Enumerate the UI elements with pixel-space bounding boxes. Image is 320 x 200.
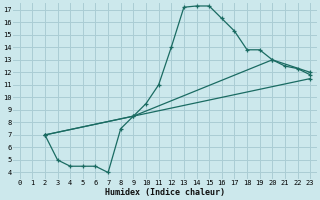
X-axis label: Humidex (Indice chaleur): Humidex (Indice chaleur) [105,188,225,197]
